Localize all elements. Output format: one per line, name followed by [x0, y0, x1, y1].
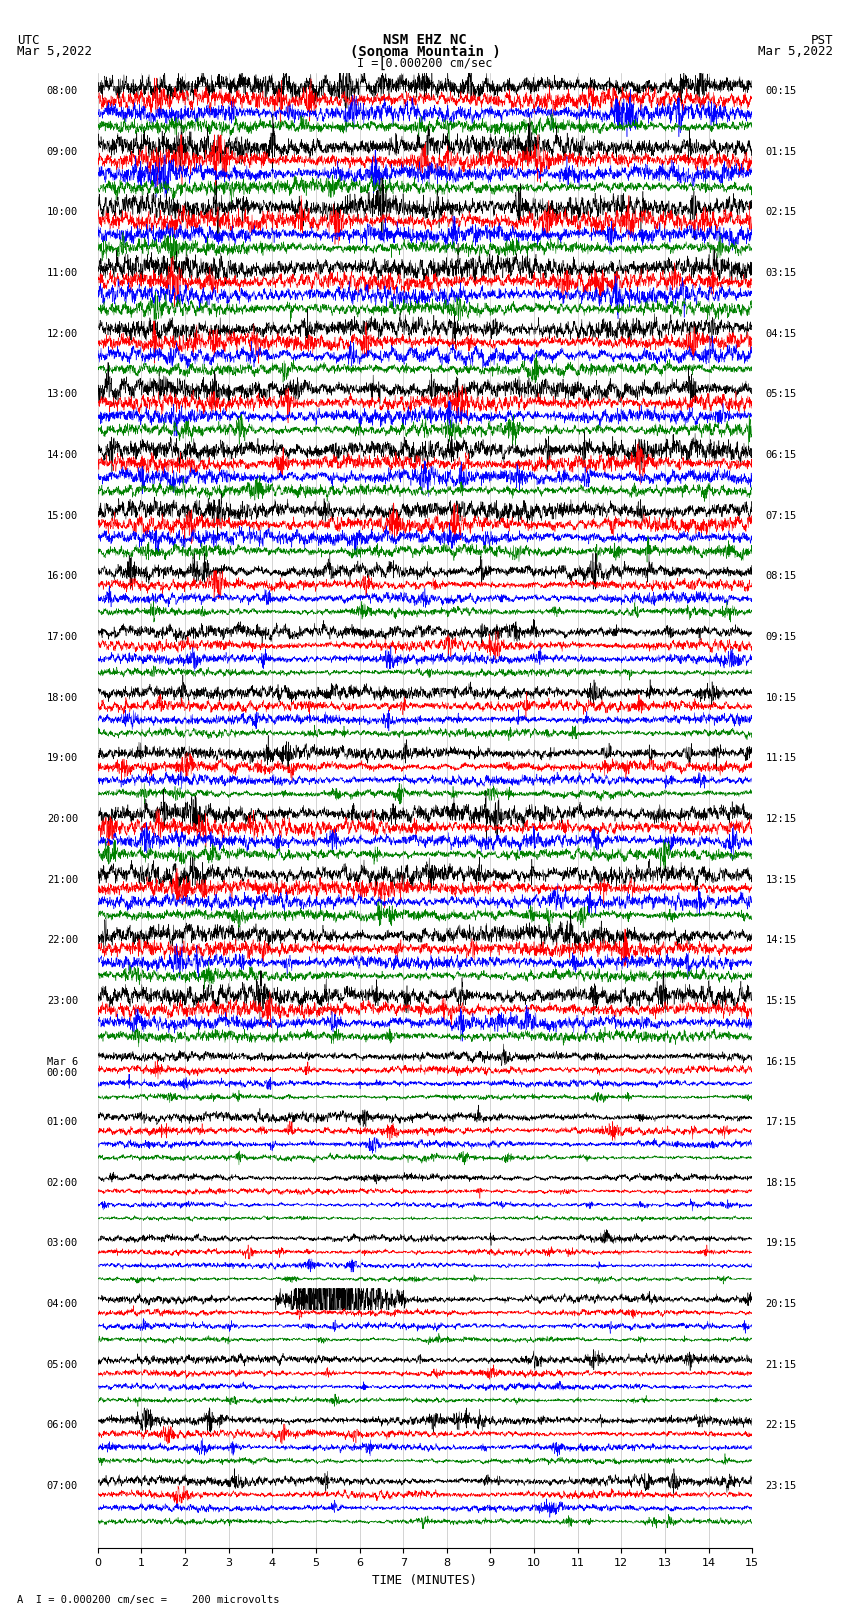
Text: 22:00: 22:00	[47, 936, 78, 945]
Text: 12:00: 12:00	[47, 329, 78, 339]
Text: 07:15: 07:15	[765, 511, 796, 521]
Text: 09:00: 09:00	[47, 147, 78, 156]
Text: 21:15: 21:15	[765, 1360, 796, 1369]
Text: 08:00: 08:00	[47, 85, 78, 97]
Text: 21:00: 21:00	[47, 874, 78, 884]
Text: Mar 5,2022: Mar 5,2022	[758, 45, 833, 58]
Text: 10:15: 10:15	[765, 692, 796, 703]
Text: 15:15: 15:15	[765, 995, 796, 1007]
Text: 18:00: 18:00	[47, 692, 78, 703]
Text: 13:00: 13:00	[47, 389, 78, 400]
X-axis label: TIME (MINUTES): TIME (MINUTES)	[372, 1574, 478, 1587]
Text: 08:15: 08:15	[765, 571, 796, 581]
Text: 05:15: 05:15	[765, 389, 796, 400]
Text: 03:00: 03:00	[47, 1239, 78, 1248]
Text: 16:00: 16:00	[47, 571, 78, 581]
Text: 19:15: 19:15	[765, 1239, 796, 1248]
Text: Mar 6
00:00: Mar 6 00:00	[47, 1057, 78, 1077]
Text: 06:00: 06:00	[47, 1421, 78, 1431]
Text: A  I = 0.000200 cm/sec =    200 microvolts: A I = 0.000200 cm/sec = 200 microvolts	[17, 1595, 280, 1605]
Text: 13:15: 13:15	[765, 874, 796, 884]
Text: 10:00: 10:00	[47, 208, 78, 218]
Text: 03:15: 03:15	[765, 268, 796, 277]
Text: (Sonoma Mountain ): (Sonoma Mountain )	[349, 45, 501, 58]
Text: 19:00: 19:00	[47, 753, 78, 763]
Text: 11:00: 11:00	[47, 268, 78, 277]
Text: 02:15: 02:15	[765, 208, 796, 218]
Text: 16:15: 16:15	[765, 1057, 796, 1066]
Text: 17:00: 17:00	[47, 632, 78, 642]
Text: I = 0.000200 cm/sec: I = 0.000200 cm/sec	[357, 56, 493, 69]
Text: 14:00: 14:00	[47, 450, 78, 460]
Text: 20:15: 20:15	[765, 1298, 796, 1310]
Text: Mar 5,2022: Mar 5,2022	[17, 45, 92, 58]
Text: 09:15: 09:15	[765, 632, 796, 642]
Text: 01:00: 01:00	[47, 1118, 78, 1127]
Text: 15:00: 15:00	[47, 511, 78, 521]
Text: 23:15: 23:15	[765, 1481, 796, 1490]
Text: 12:15: 12:15	[765, 815, 796, 824]
Text: 07:00: 07:00	[47, 1481, 78, 1490]
Text: [: [	[377, 55, 387, 71]
Text: 01:15: 01:15	[765, 147, 796, 156]
Text: 23:00: 23:00	[47, 995, 78, 1007]
Text: 02:00: 02:00	[47, 1177, 78, 1187]
Text: 17:15: 17:15	[765, 1118, 796, 1127]
Text: 04:15: 04:15	[765, 329, 796, 339]
Text: 00:15: 00:15	[765, 85, 796, 97]
Text: NSM EHZ NC: NSM EHZ NC	[383, 34, 467, 47]
Text: 05:00: 05:00	[47, 1360, 78, 1369]
Text: 18:15: 18:15	[765, 1177, 796, 1187]
Text: 14:15: 14:15	[765, 936, 796, 945]
Text: 20:00: 20:00	[47, 815, 78, 824]
Text: PST: PST	[811, 34, 833, 47]
Text: 06:15: 06:15	[765, 450, 796, 460]
Text: UTC: UTC	[17, 34, 39, 47]
Text: 22:15: 22:15	[765, 1421, 796, 1431]
Text: 11:15: 11:15	[765, 753, 796, 763]
Text: 04:00: 04:00	[47, 1298, 78, 1310]
